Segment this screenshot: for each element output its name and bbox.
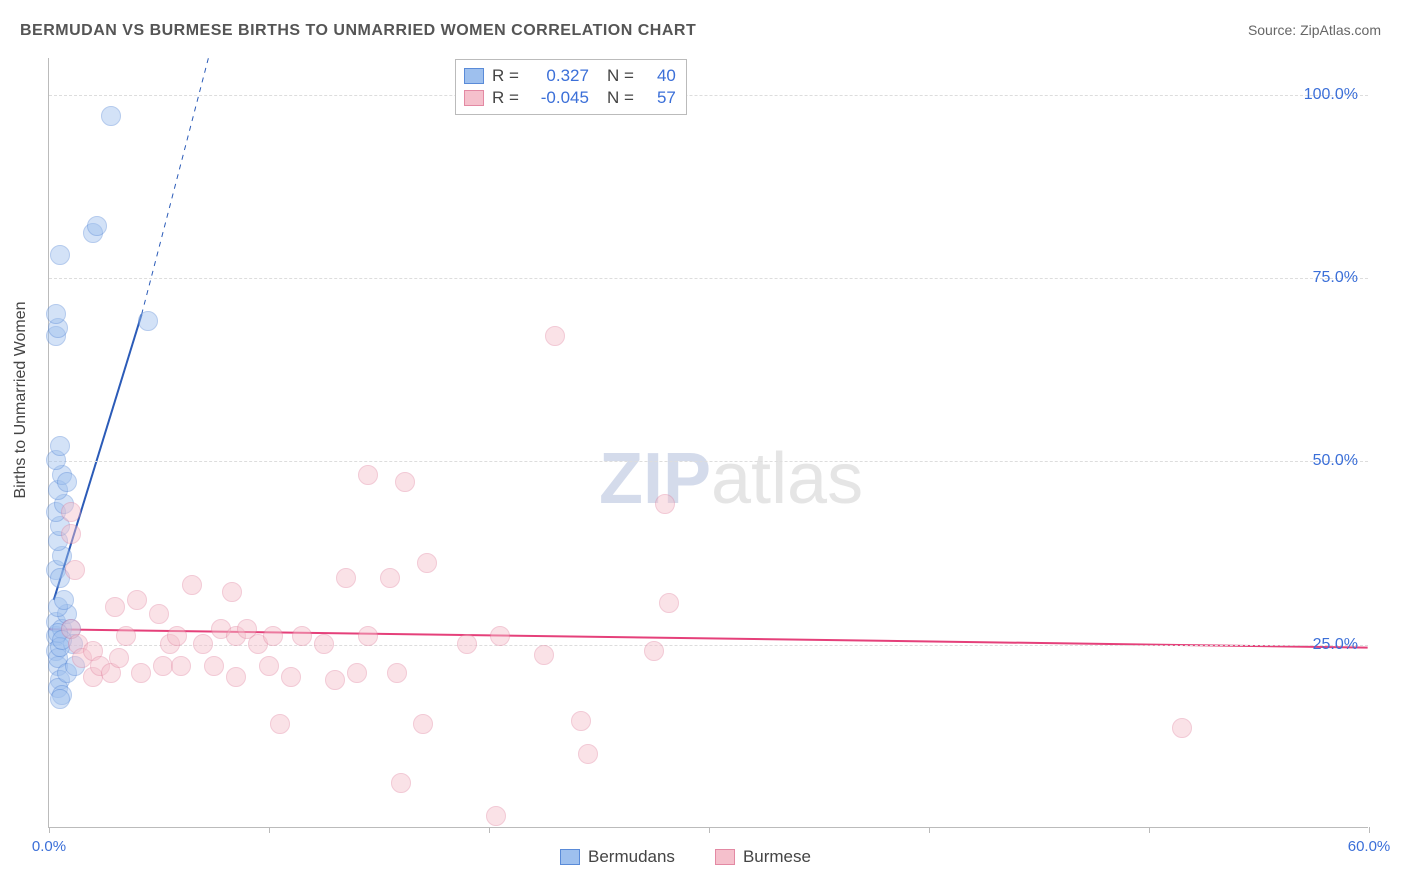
data-point bbox=[138, 311, 158, 331]
gridline-h bbox=[49, 95, 1368, 96]
data-point bbox=[644, 641, 664, 661]
data-point bbox=[182, 575, 202, 595]
data-point bbox=[193, 634, 213, 654]
n-label: N = bbox=[607, 66, 634, 86]
data-point bbox=[417, 553, 437, 573]
data-point bbox=[259, 656, 279, 676]
n-value: 57 bbox=[642, 88, 676, 108]
data-point bbox=[545, 326, 565, 346]
data-point bbox=[105, 597, 125, 617]
y-tick-label: 25.0% bbox=[1313, 636, 1358, 654]
data-point bbox=[457, 634, 477, 654]
data-point bbox=[655, 494, 675, 514]
data-point bbox=[395, 472, 415, 492]
source-name: ZipAtlas.com bbox=[1300, 22, 1381, 38]
legend-item: Bermudans bbox=[560, 847, 675, 867]
legend-label: Burmese bbox=[743, 847, 811, 867]
legend-item: Burmese bbox=[715, 847, 811, 867]
data-point bbox=[109, 648, 129, 668]
gridline-h bbox=[49, 278, 1368, 279]
data-point bbox=[358, 465, 378, 485]
data-point bbox=[571, 711, 591, 731]
data-point bbox=[387, 663, 407, 683]
legend-swatch bbox=[715, 849, 735, 865]
r-label: R = bbox=[492, 66, 519, 86]
data-point bbox=[61, 524, 81, 544]
stats-row: R = 0.327 N = 40 bbox=[464, 66, 676, 86]
data-point bbox=[204, 656, 224, 676]
data-point bbox=[65, 560, 85, 580]
data-point bbox=[263, 626, 283, 646]
data-point bbox=[131, 663, 151, 683]
legend-label: Bermudans bbox=[588, 847, 675, 867]
data-point bbox=[413, 714, 433, 734]
r-value: -0.045 bbox=[527, 88, 589, 108]
data-point bbox=[336, 568, 356, 588]
data-point bbox=[325, 670, 345, 690]
data-point bbox=[1172, 718, 1192, 738]
data-point bbox=[578, 744, 598, 764]
data-point bbox=[149, 604, 169, 624]
source-label: Source: bbox=[1248, 22, 1296, 38]
stats-legend: R = 0.327 N = 40 R = -0.045 N = 57 bbox=[455, 59, 687, 115]
stats-row: R = -0.045 N = 57 bbox=[464, 88, 676, 108]
data-point bbox=[226, 667, 246, 687]
data-point bbox=[61, 502, 81, 522]
y-tick-label: 50.0% bbox=[1313, 452, 1358, 470]
gridline-h bbox=[49, 461, 1368, 462]
x-tick bbox=[929, 827, 930, 833]
data-point bbox=[270, 714, 290, 734]
watermark: ZIPatlas bbox=[599, 438, 863, 520]
y-axis-label: Births to Unmarried Women bbox=[12, 301, 30, 498]
data-point bbox=[87, 216, 107, 236]
data-point bbox=[314, 634, 334, 654]
y-tick-label: 100.0% bbox=[1304, 86, 1358, 104]
x-tick bbox=[489, 827, 490, 833]
r-label: R = bbox=[492, 88, 519, 108]
data-point bbox=[358, 626, 378, 646]
data-point bbox=[167, 626, 187, 646]
data-point bbox=[534, 645, 554, 665]
source-attribution: Source: ZipAtlas.com bbox=[1248, 22, 1381, 38]
data-point bbox=[50, 689, 70, 709]
n-value: 40 bbox=[642, 66, 676, 86]
x-tick bbox=[1149, 827, 1150, 833]
data-point bbox=[391, 773, 411, 793]
data-point bbox=[54, 590, 74, 610]
legend-swatch bbox=[464, 90, 484, 106]
x-tick bbox=[1369, 827, 1370, 833]
data-point bbox=[50, 436, 70, 456]
x-tick-label: 60.0% bbox=[1348, 838, 1391, 855]
data-point bbox=[171, 656, 191, 676]
data-point bbox=[380, 568, 400, 588]
data-point bbox=[101, 106, 121, 126]
x-tick bbox=[269, 827, 270, 833]
gridline-h bbox=[49, 645, 1368, 646]
data-point bbox=[222, 582, 242, 602]
data-point bbox=[490, 626, 510, 646]
data-point bbox=[127, 590, 147, 610]
data-point bbox=[292, 626, 312, 646]
data-point bbox=[50, 245, 70, 265]
y-tick-label: 75.0% bbox=[1313, 269, 1358, 287]
data-point bbox=[347, 663, 367, 683]
n-label: N = bbox=[607, 88, 634, 108]
data-point bbox=[57, 472, 77, 492]
x-tick-label: 0.0% bbox=[32, 838, 66, 855]
plot-area: ZIPatlas 25.0%50.0%75.0%100.0%0.0%60.0% bbox=[48, 58, 1368, 828]
watermark-atlas: atlas bbox=[711, 439, 863, 519]
data-point bbox=[486, 806, 506, 826]
data-point bbox=[116, 626, 136, 646]
legend-swatch bbox=[560, 849, 580, 865]
data-point bbox=[659, 593, 679, 613]
trend-lines-svg bbox=[49, 58, 1368, 827]
data-point bbox=[46, 304, 66, 324]
x-tick bbox=[49, 827, 50, 833]
x-tick bbox=[709, 827, 710, 833]
legend-swatch bbox=[464, 68, 484, 84]
r-value: 0.327 bbox=[527, 66, 589, 86]
bottom-legend: Bermudans Burmese bbox=[560, 847, 811, 867]
data-point bbox=[281, 667, 301, 687]
chart-title: BERMUDAN VS BURMESE BIRTHS TO UNMARRIED … bbox=[20, 22, 696, 40]
